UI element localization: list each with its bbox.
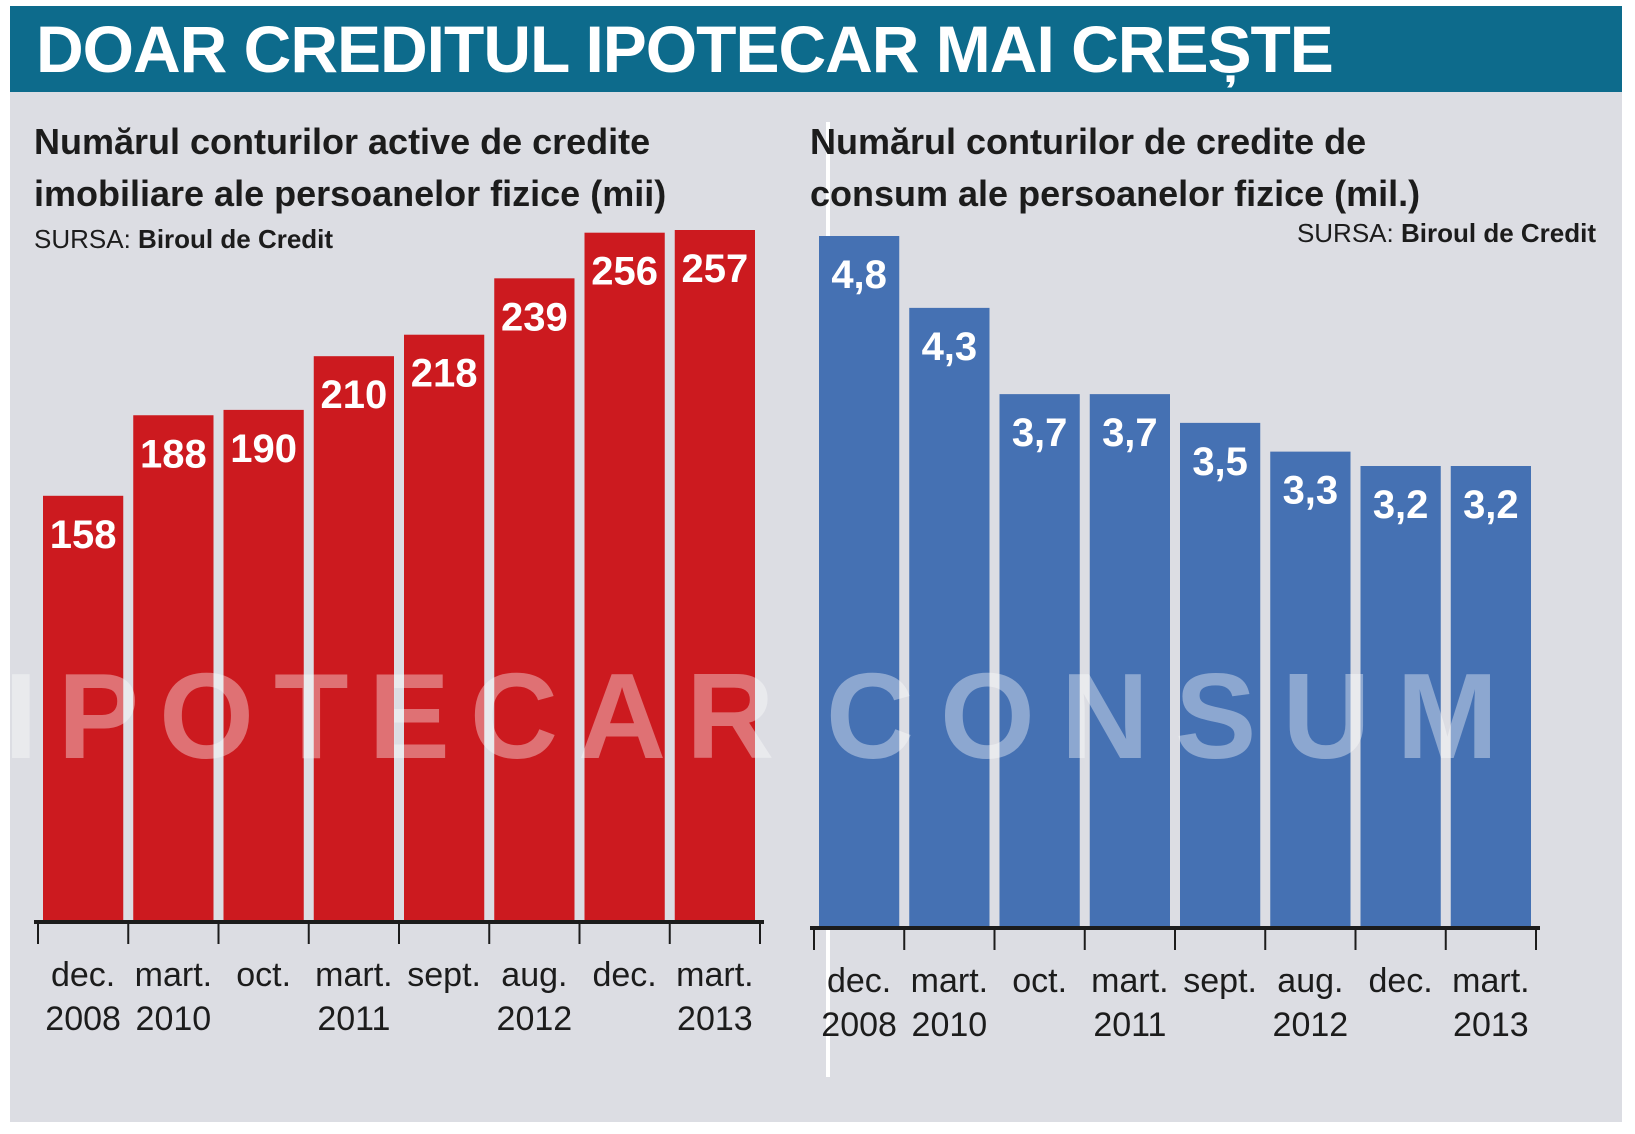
mortgage-tick-label-5-0: aug. bbox=[501, 956, 567, 994]
right-source-prefix: SURSA: bbox=[1296, 218, 1394, 248]
consumer-value-label-1: 4,3 bbox=[922, 325, 978, 369]
left-chart-title: Numărul conturilor active de credite imo… bbox=[34, 116, 666, 220]
mortgage-tick-label-4-0: sept. bbox=[407, 956, 481, 994]
consumer-bar-6 bbox=[1360, 466, 1441, 926]
consumer-x-axis bbox=[810, 926, 1540, 930]
mortgage-tick-label-7-1: 2013 bbox=[677, 1000, 753, 1038]
consumer-bar-0 bbox=[819, 236, 900, 926]
mortgage-value-label-2: 190 bbox=[230, 427, 297, 471]
header-banner: DOAR CREDITUL IPOTECAR MAI CREȘTE bbox=[10, 6, 1622, 92]
consumer-bar-1 bbox=[909, 307, 990, 926]
consumer-value-label-3: 3,7 bbox=[1102, 411, 1158, 455]
consumer-tick-label-4-0: sept. bbox=[1183, 962, 1257, 1000]
consumer-tick-label-1-0: mart. bbox=[911, 962, 988, 1000]
mortgage-tick-label-1-0: mart. bbox=[135, 956, 212, 994]
mortgage-tick-label-2-0: oct. bbox=[236, 956, 291, 994]
right-chart-source: SURSA: Biroul de Credit bbox=[1297, 218, 1596, 249]
mortgage-bar-1 bbox=[133, 415, 214, 920]
mortgage-value-label-5: 239 bbox=[501, 295, 568, 339]
mortgage-bar-4 bbox=[404, 334, 485, 921]
mortgage-bar-5 bbox=[494, 278, 575, 920]
right-chart-title-line-1: Numărul conturilor de credite de bbox=[810, 121, 1367, 162]
right-source-name: Biroul de Credit bbox=[1400, 218, 1596, 248]
left-chart-source: SURSA: Biroul de Credit bbox=[34, 224, 333, 255]
mortgage-value-label-7: 257 bbox=[682, 247, 749, 291]
consumer-bar-5 bbox=[1270, 451, 1351, 926]
mortgage-bar-0 bbox=[43, 495, 124, 920]
left-source-name: Biroul de Credit bbox=[138, 224, 334, 254]
consumer-tick-label-7-0: mart. bbox=[1452, 962, 1529, 1000]
mortgage-tick-label-0-0: dec. bbox=[51, 956, 115, 994]
page-title: DOAR CREDITUL IPOTECAR MAI CREȘTE bbox=[36, 12, 1334, 86]
consumer-value-label-6: 3,2 bbox=[1373, 483, 1429, 527]
mortgage-watermark: IPOTECAR bbox=[4, 648, 794, 784]
infographic-panel: DOAR CREDITUL IPOTECAR MAI CREȘTE Număru… bbox=[4, 6, 1622, 1122]
mortgage-tick-label-7-0: mart. bbox=[676, 956, 753, 994]
mortgage-bar-6 bbox=[584, 232, 665, 921]
consumer-bar-2 bbox=[999, 394, 1080, 926]
mortgage-value-label-1: 188 bbox=[140, 432, 207, 476]
consumer-tick-label-1-1: 2010 bbox=[912, 1006, 988, 1044]
consumer-tick-label-5-0: aug. bbox=[1277, 962, 1343, 1000]
right-chart-title-line-2: consum ale persoanelor fizice (mil.) bbox=[810, 173, 1421, 214]
consumer-bar-3 bbox=[1089, 394, 1170, 926]
consumer-tick-label-0-1: 2008 bbox=[821, 1006, 897, 1044]
right-chart-title: Numărul conturilor de credite de consum … bbox=[810, 116, 1420, 220]
left-source-prefix: SURSA: bbox=[34, 224, 131, 254]
consumer-tick-label-3-1: 2011 bbox=[1093, 1006, 1166, 1044]
mortgage-bar-7 bbox=[674, 230, 755, 920]
left-chart-title-line-2: imobiliare ale persoanelor fizice (mii) bbox=[34, 173, 667, 214]
consumer-tick-label-0-0: dec. bbox=[827, 962, 891, 1000]
consumer-tick-label-5-1: 2012 bbox=[1273, 1006, 1349, 1044]
mortgage-bar-2 bbox=[223, 409, 304, 920]
consumer-value-label-0: 4,8 bbox=[831, 253, 887, 297]
consumer-value-label-2: 3,7 bbox=[1012, 411, 1068, 455]
mortgage-tick-label-5-1: 2012 bbox=[497, 1000, 573, 1038]
mortgage-x-axis bbox=[34, 920, 764, 924]
mortgage-value-label-3: 210 bbox=[321, 373, 388, 417]
consumer-tick-label-6-0: dec. bbox=[1368, 962, 1432, 1000]
mortgage-tick-label-0-1: 2008 bbox=[45, 1000, 121, 1038]
mortgage-value-label-6: 256 bbox=[591, 250, 658, 294]
consumer-bar-chart: 4,8 4,3 3,7 3,7 3,5 3,3 3,2 3,2 CONSUM dec. 2008 ma… bbox=[810, 236, 1540, 1044]
mortgage-value-label-4: 218 bbox=[411, 352, 478, 396]
consumer-value-label-4: 3,5 bbox=[1192, 440, 1248, 484]
consumer-watermark: CONSUM bbox=[826, 648, 1524, 784]
mortgage-tick-label-3-1: 2011 bbox=[317, 1000, 390, 1038]
mortgage-tick-label-6-0: dec. bbox=[592, 956, 656, 994]
consumer-bar-4 bbox=[1180, 422, 1261, 926]
mortgage-bar-3 bbox=[313, 356, 394, 920]
consumer-value-label-7: 3,2 bbox=[1463, 483, 1519, 527]
consumer-tick-label-7-1: 2013 bbox=[1453, 1006, 1529, 1044]
mortgage-value-label-0: 158 bbox=[50, 513, 117, 557]
consumer-tick-label-3-0: mart. bbox=[1091, 962, 1168, 1000]
left-chart-title-line-1: Numărul conturilor active de credite bbox=[34, 121, 651, 162]
mortgage-tick-label-3-0: mart. bbox=[315, 956, 392, 994]
consumer-value-label-5: 3,3 bbox=[1283, 469, 1339, 513]
mortgage-tick-label-1-1: 2010 bbox=[136, 1000, 212, 1038]
consumer-tick-label-2-0: oct. bbox=[1012, 962, 1067, 1000]
consumer-bar-7 bbox=[1450, 466, 1531, 926]
